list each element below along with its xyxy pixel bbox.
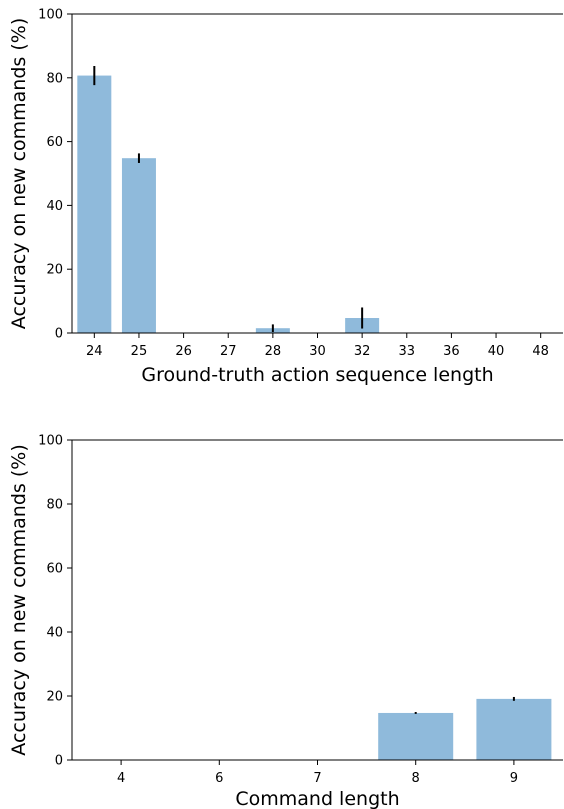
bar [121,158,156,333]
y-tick-label: 80 [46,498,63,513]
chart-command-length: Command length Accuracy on new commands … [8,434,563,809]
bar [378,712,454,760]
x-tick-label: 24 [86,344,103,359]
bar [476,698,552,760]
y-tick-label: 0 [55,754,63,769]
y-tick-label: 60 [46,135,63,150]
x-tick-label: 36 [443,344,460,359]
y-tick-label: 100 [38,434,63,449]
y-tick-label: 40 [46,626,63,641]
y-axis-label: Accuracy on new commands (%) [8,18,30,329]
x-tick-label: 32 [354,344,371,359]
y-tick-label: 60 [46,562,63,577]
y-tick-label: 40 [46,199,63,214]
x-tick-label: 4 [117,771,125,786]
y-tick-label: 0 [55,327,63,342]
chart-sequence-length: Ground-truth action sequence length Accu… [8,8,563,386]
y-tick-label: 80 [46,71,63,86]
x-axis-label: Ground-truth action sequence length [141,364,493,386]
x-tick-label: 40 [488,344,505,359]
x-tick-label: 9 [510,771,518,786]
x-tick-label: 28 [265,344,282,359]
x-tick-label: 6 [215,771,223,786]
x-tick-label: 25 [131,344,148,359]
x-tick-label: 7 [313,771,321,786]
bar [77,75,112,333]
x-tick-label: 48 [532,344,549,359]
y-tick-label: 20 [46,263,63,278]
x-tick-label: 8 [412,771,420,786]
x-tick-label: 30 [309,344,326,359]
x-tick-label: 27 [220,344,237,359]
x-axis-label: Command length [235,788,399,809]
y-tick-label: 100 [38,8,63,23]
x-tick-label: 33 [398,344,415,359]
y-axis-label: Accuracy on new commands (%) [8,444,30,755]
y-tick-label: 20 [46,690,63,705]
x-tick-label: 26 [175,344,192,359]
